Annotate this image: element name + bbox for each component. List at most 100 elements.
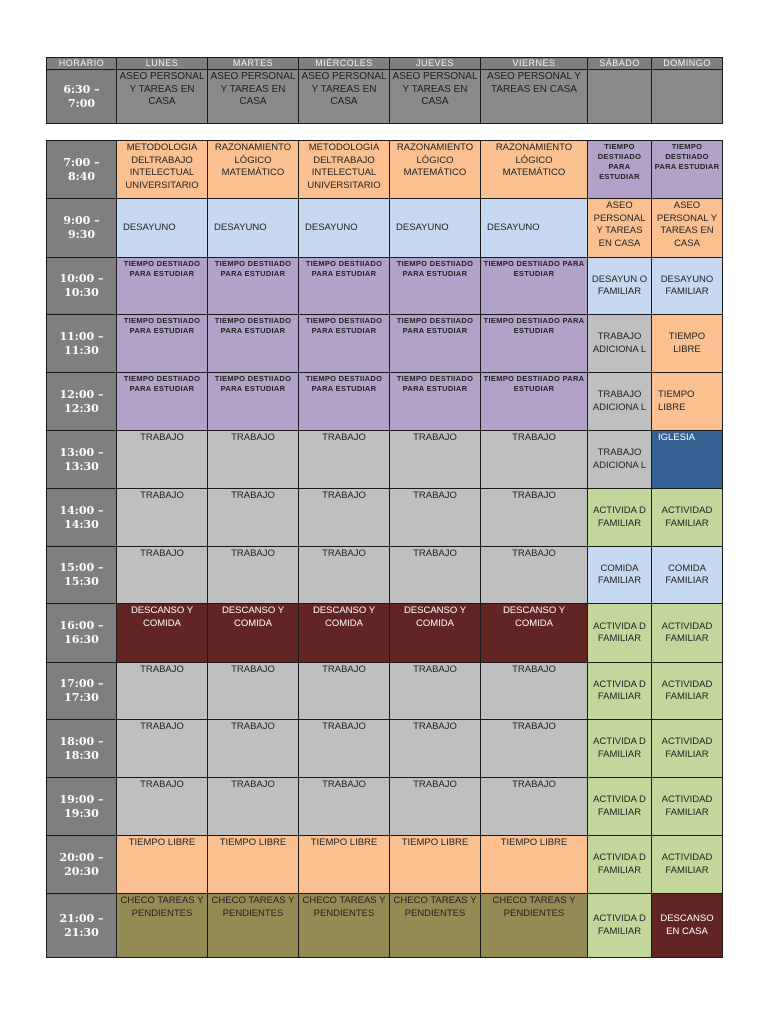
time-slot: 11:00 – 11:30 xyxy=(46,314,117,373)
schedule-row: 19:00 – 19:30 TRABAJO TRABAJO TRABAJO TRABAJ… xyxy=(46,777,723,836)
activity-cell-sabado: DESAYUN O FAMILIAR xyxy=(587,257,652,315)
time-slot: 15:00 – 15:30 xyxy=(46,546,117,604)
schedule-row: 10:00 – 10:30 TIEMPO DESTIIADO PARA ESTUD… xyxy=(46,257,723,315)
activity-cell-domingo: ACTIVIDAD FAMILIAR xyxy=(651,603,723,663)
activity-cell-viernes: TRABAJO xyxy=(480,488,588,547)
activity-cell-sabado: TRABAJO ADICIONA L xyxy=(587,430,652,489)
schedule-row: 17:00 – 17:30 TRABAJO TRABAJO TRABAJO TRABAJ… xyxy=(46,662,723,720)
time-slot: 7:00 – 8:40 xyxy=(46,140,117,199)
activity-cell-jueves: RAZONAMIENTO LÓGICO MATEMÁTICO xyxy=(389,140,481,199)
activity-cell-miercoles: CHECO TAREAS Y PENDIENTES xyxy=(298,893,390,958)
activity-cell-jueves: DESAYUNO xyxy=(389,198,481,258)
time-slot: 17:00 – 17:30 xyxy=(46,662,117,720)
activity-cell-viernes: CHECO TAREAS Y PENDIENTES xyxy=(480,893,588,958)
activity-cell-miercoles: DESCANSO Y COMIDA xyxy=(298,603,390,663)
activity-cell-domingo: ACTIVIDAD FAMILIAR xyxy=(651,835,723,894)
activity-cell-sabado: TRABAJO ADICIONA L xyxy=(587,314,652,373)
activity-cell-domingo: TIEMPO DESTIIADO PARA ESTUDIAR xyxy=(651,140,723,199)
activity-cell-lunes: TRABAJO xyxy=(116,777,208,836)
activity-cell-martes: TRABAJO xyxy=(207,546,299,604)
activity-cell-miercoles: DESAYUNO xyxy=(298,198,390,258)
early-schedule-table: HORARIO LUNES MARTES MIÉRCOLES JUEVES VIERNES… xyxy=(46,57,723,124)
activity-cell-sabado: ACTIVIDA D FAMILIAR xyxy=(587,603,652,663)
activity-cell-viernes: ASEO PERSONAL Y TAREAS EN CASA xyxy=(480,69,588,124)
activity-cell-sabado: ACTIVIDA D FAMILIAR xyxy=(587,835,652,894)
activity-cell-lunes: DESCANSO Y COMIDA xyxy=(116,603,208,663)
activity-cell-lunes: DESAYUNO xyxy=(116,198,208,258)
activity-cell-lunes: TRABAJO xyxy=(116,430,208,489)
column-header-sabado: SÁBADO xyxy=(587,57,652,70)
activity-cell-domingo: DESCANSO EN CASA xyxy=(651,893,723,958)
activity-cell-viernes: DESAYUNO xyxy=(480,198,588,258)
column-header-jueves: JUEVES xyxy=(389,57,481,70)
activity-cell-domingo: TIEMPO LIBRE xyxy=(651,372,723,431)
activity-cell-domingo: ACTIVIDAD FAMILIAR xyxy=(651,719,723,778)
activity-cell-miercoles: ASEO PERSONAL Y TAREAS EN CASA xyxy=(298,69,390,124)
schedule-row-early: 6:30 – 7:00 ASEO PERSONAL Y TAREAS EN CAS… xyxy=(46,69,723,124)
activity-cell-miercoles: TRABAJO xyxy=(298,546,390,604)
activity-cell-lunes: TIEMPO DESTIIADO PARA ESTUDIAR xyxy=(116,314,208,373)
activity-cell-viernes: TIEMPO DESTIIADO PARA ESTUDIAR xyxy=(480,314,588,373)
activity-cell-jueves: TIEMPO DESTIIADO PARA ESTUDIAR xyxy=(389,372,481,431)
time-slot: 21:00 – 21:30 xyxy=(46,893,117,958)
activity-cell-domingo: DESAYUNO FAMILIAR xyxy=(651,257,723,315)
activity-cell-jueves: TRABAJO xyxy=(389,662,481,720)
activity-cell-jueves: TRABAJO xyxy=(389,719,481,778)
activity-cell-lunes: TRABAJO xyxy=(116,719,208,778)
activity-cell-viernes: TRABAJO xyxy=(480,662,588,720)
activity-cell-lunes: TIEMPO DESTIIADO PARA ESTUDIAR xyxy=(116,372,208,431)
activity-cell-viernes: DESCANSO Y COMIDA xyxy=(480,603,588,663)
activity-cell-martes: DESCANSO Y COMIDA xyxy=(207,603,299,663)
activity-cell-viernes: TIEMPO DESTIIADO PARA ESTUDIAR xyxy=(480,257,588,315)
column-header-martes: MARTES xyxy=(207,57,299,70)
activity-cell-martes: TIEMPO DESTIIADO PARA ESTUDIAR xyxy=(207,257,299,315)
activity-cell-jueves: TIEMPO DESTIIADO PARA ESTUDIAR xyxy=(389,257,481,315)
time-slot: 13:00 – 13:30 xyxy=(46,430,117,489)
activity-cell-miercoles: TIEMPO DESTIIADO PARA ESTUDIAR xyxy=(298,372,390,431)
activity-cell-miercoles: TIEMPO LIBRE xyxy=(298,835,390,894)
activity-cell-sabado: TRABAJO ADICIONA L xyxy=(587,372,652,431)
time-slot: 12:00 – 12:30 xyxy=(46,372,117,431)
activity-cell-sabado: ACTIVIDA D FAMILIAR xyxy=(587,777,652,836)
activity-cell-lunes: TIEMPO LIBRE xyxy=(116,835,208,894)
activity-cell-martes: TRABAJO xyxy=(207,777,299,836)
activity-cell-lunes: TRABAJO xyxy=(116,488,208,547)
schedule-row: 14:00 – 14:30 TRABAJO TRABAJO TRABAJO TRABAJ… xyxy=(46,488,723,547)
activity-cell-domingo: IGLESIA xyxy=(651,430,723,489)
activity-cell-martes: TIEMPO DESTIIADO PARA ESTUDIAR xyxy=(207,372,299,431)
activity-cell-domingo: ACTIVIDAD FAMILIAR xyxy=(651,488,723,547)
time-slot: 18:00 – 18:30 xyxy=(46,719,117,778)
time-slot: 16:00 – 16:30 xyxy=(46,603,117,663)
column-header-domingo: DOMINGO xyxy=(651,57,723,70)
time-slot: 9:00 – 9:30 xyxy=(46,198,117,258)
time-slot: 10:00 – 10:30 xyxy=(46,257,117,315)
activity-cell-sabado: COMIDA FAMILIAR xyxy=(587,546,652,604)
activity-cell-viernes: TRABAJO xyxy=(480,777,588,836)
activity-cell-lunes: CHECO TAREAS Y PENDIENTES xyxy=(116,893,208,958)
activity-cell-miercoles: TIEMPO DESTIIADO PARA ESTUDIAR xyxy=(298,314,390,373)
activity-cell-viernes: TIEMPO LIBRE xyxy=(480,835,588,894)
activity-cell-viernes: TIEMPO DESTIIADO PARA ESTUDIAR xyxy=(480,372,588,431)
activity-cell-martes: TRABAJO xyxy=(207,719,299,778)
activity-cell-sabado: ASEO PERSONAL Y TAREAS EN CASA xyxy=(587,198,652,258)
activity-cell-miercoles: TRABAJO xyxy=(298,662,390,720)
activity-cell-lunes: TRABAJO xyxy=(116,546,208,604)
activity-cell-jueves: TRABAJO xyxy=(389,546,481,604)
activity-cell-domingo: ASEO PERSONAL Y TAREAS EN CASA xyxy=(651,198,723,258)
activity-cell-martes: DESAYUNO xyxy=(207,198,299,258)
activity-cell-martes: TRABAJO xyxy=(207,488,299,547)
activity-cell-domingo: COMIDA FAMILIAR xyxy=(651,546,723,604)
activity-cell-jueves: DESCANSO Y COMIDA xyxy=(389,603,481,663)
activity-cell-miercoles: TRABAJO xyxy=(298,488,390,547)
activity-cell-domingo xyxy=(651,69,723,124)
activity-cell-miercoles: TRABAJO xyxy=(298,777,390,836)
activity-cell-viernes: TRABAJO xyxy=(480,430,588,489)
activity-cell-martes: TIEMPO DESTIIADO PARA ESTUDIAR xyxy=(207,314,299,373)
activity-cell-lunes: TRABAJO xyxy=(116,662,208,720)
schedule-row: 21:00 – 21:30 CHECO TAREAS Y PENDIENTES CH… xyxy=(46,893,723,958)
activity-cell-martes: TRABAJO xyxy=(207,430,299,489)
schedule-row: 13:00 – 13:30 TRABAJO TRABAJO TRABAJO TRABAJ… xyxy=(46,430,723,489)
activity-cell-martes: TRABAJO xyxy=(207,662,299,720)
activity-cell-viernes: TRABAJO xyxy=(480,546,588,604)
schedule-row: 16:00 – 16:30 DESCANSO Y COMIDA DESCANSO Y… xyxy=(46,603,723,663)
